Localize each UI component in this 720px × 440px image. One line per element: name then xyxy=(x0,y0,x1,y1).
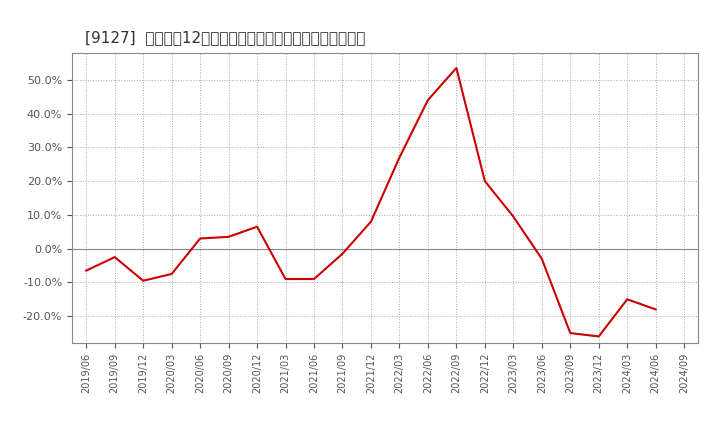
Text: [9127]  売上高の12か月移動合計の対前年同期増減率の推移: [9127] 売上高の12か月移動合計の対前年同期増減率の推移 xyxy=(84,29,365,45)
